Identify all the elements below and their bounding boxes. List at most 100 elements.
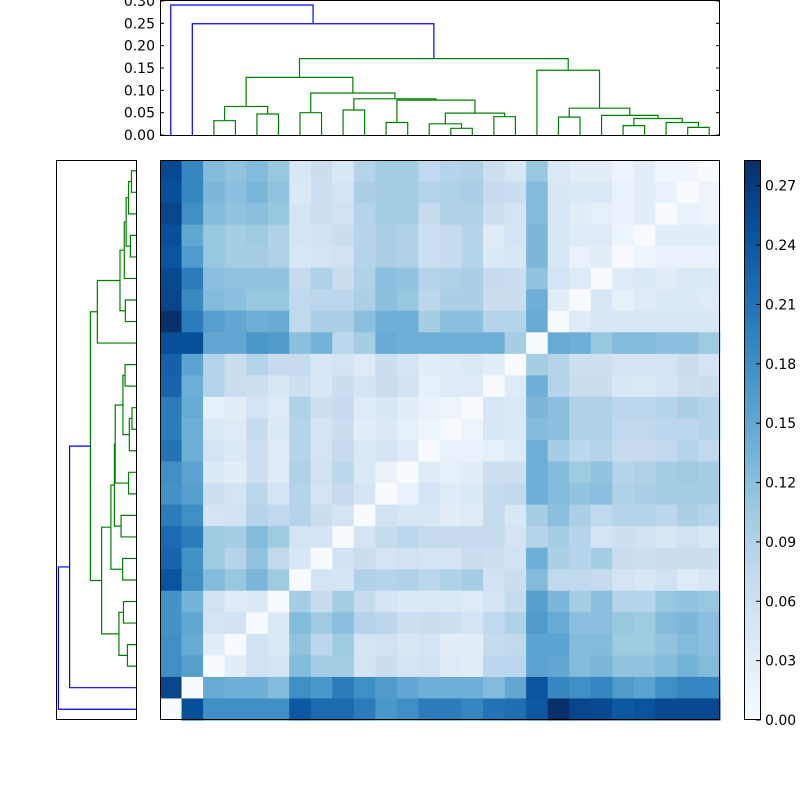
heatmap-cell [289,698,312,721]
heatmap-cell [590,440,613,463]
heatmap-cell [160,612,183,635]
heatmap-cell [332,396,355,419]
heatmap-cell [418,547,441,570]
heatmap-cell [203,160,226,183]
heatmap-cell [224,246,247,269]
y-tick-label: 0.05 [124,106,155,122]
heatmap-cell [676,160,699,183]
heatmap-cell [289,332,312,355]
heatmap-cell [396,590,419,613]
heatmap-cell [483,612,506,635]
top-dendrogram [170,4,710,135]
heatmap-cell [590,676,613,699]
heatmap-cell [160,483,183,506]
heatmap-cell [332,461,355,484]
heatmap-cell [332,181,355,204]
heatmap-cell [483,160,506,183]
heatmap-cell [246,504,269,527]
heatmap-cell [461,483,484,506]
heatmap-cell [246,590,269,613]
heatmap-cell [698,181,721,204]
heatmap-cell [526,203,549,226]
heatmap-cell [418,655,441,678]
heatmap-cell [224,698,247,721]
heatmap-cell [310,633,333,656]
heatmap-cell [633,526,656,549]
heatmap-cell [289,633,312,656]
heatmap-cell [547,203,570,226]
heatmap-cell [655,483,678,506]
heatmap-cell [526,676,549,699]
heatmap-cell [203,246,226,269]
heatmap-cell [440,504,463,527]
left-dendrogram-frame [56,160,137,720]
heatmap-cell [160,418,183,441]
heatmap-cell [246,676,269,699]
heatmap-cell [504,633,527,656]
heatmap-cell [504,396,527,419]
heatmap-cell [310,676,333,699]
heatmap-cell [418,440,441,463]
heatmap-cell [590,633,613,656]
heatmap-cell [203,483,226,506]
heatmap-cell [418,289,441,312]
heatmap-cell [418,310,441,333]
heatmap-cell [655,181,678,204]
heatmap-cell [353,526,376,549]
heatmap-cell [612,181,635,204]
heatmap-cell [267,526,290,549]
heatmap-cell [590,547,613,570]
heatmap-cell [655,547,678,570]
heatmap-cell [310,547,333,570]
heatmap-cell [224,504,247,527]
heatmap-cell [504,332,527,355]
heatmap-cell [547,698,570,721]
heatmap-cell [612,590,635,613]
heatmap-cell [526,504,549,527]
heatmap-cell [181,633,204,656]
heatmap-cell [526,418,549,441]
heatmap-cell [569,375,592,398]
heatmap-cell [160,289,183,312]
heatmap-cell [418,590,441,613]
heatmap-cell [547,612,570,635]
heatmap-cell [504,547,527,570]
dendrogram-link [170,4,314,135]
heatmap-cell [440,160,463,183]
heatmap-cell [483,267,506,290]
heatmap-cell [375,203,398,226]
heatmap-cell [310,160,333,183]
heatmap-cell [224,655,247,678]
heatmap-cell [267,504,290,527]
heatmap-cell [655,353,678,376]
heatmap-cell [181,160,204,183]
colorbar-tick-label: 0.15 [765,416,796,432]
heatmap-cell [676,203,699,226]
heatmap-cell [375,569,398,592]
heatmap-cell [396,547,419,570]
heatmap-cell [353,633,376,656]
heatmap-cell [655,569,678,592]
heatmap-cell [181,612,204,635]
heatmap-cell [569,289,592,312]
heatmap-cell [569,396,592,419]
heatmap-cell [547,289,570,312]
heatmap-cell [203,526,226,549]
heatmap-cell [461,203,484,226]
heatmap-cell [440,440,463,463]
heatmap-cell [526,224,549,247]
heatmap-cell [590,267,613,290]
heatmap-cell [440,353,463,376]
heatmap-cell [224,418,247,441]
heatmap-cell [612,310,635,333]
heatmap-cell [547,418,570,441]
heatmap-cell [353,590,376,613]
heatmap-cell [547,353,570,376]
heatmap-cell [483,289,506,312]
heatmap-cell [332,332,355,355]
heatmap-cell [246,547,269,570]
heatmap-cell [310,203,333,226]
heatmap-cell [440,483,463,506]
heatmap-cell [203,461,226,484]
heatmap-cell [440,698,463,721]
